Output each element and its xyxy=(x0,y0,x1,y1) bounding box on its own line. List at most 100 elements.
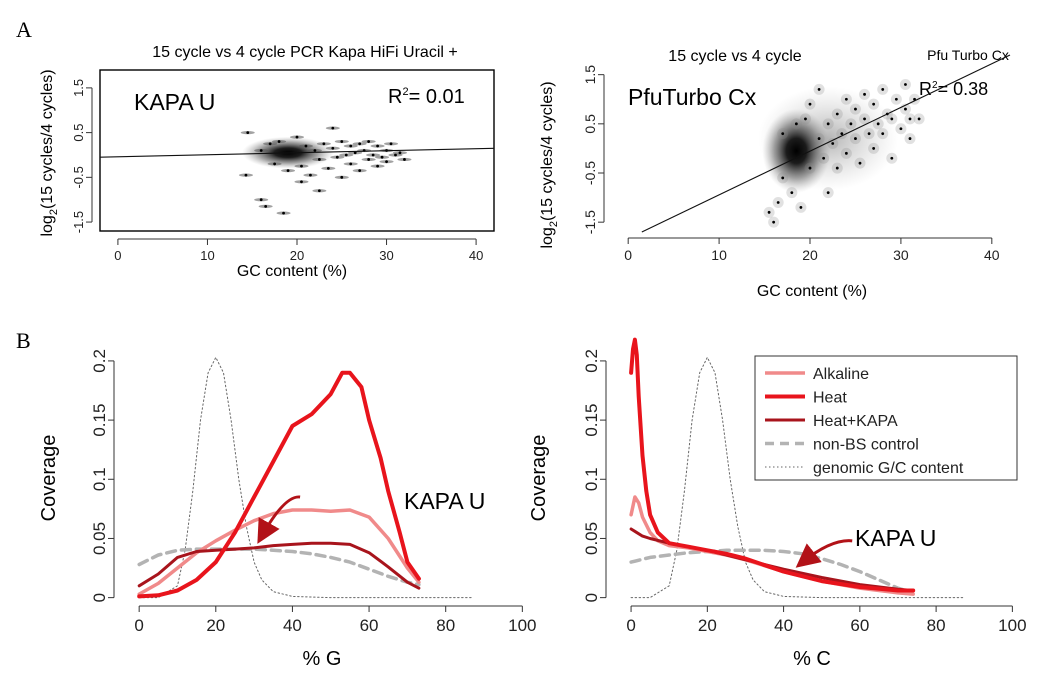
series-line-genomic xyxy=(138,356,473,599)
y-tick-label: 0.05 xyxy=(582,522,601,555)
data-point xyxy=(790,191,794,195)
data-point xyxy=(908,117,912,121)
data-point xyxy=(804,117,807,121)
density-cloud xyxy=(762,108,831,193)
data-point xyxy=(389,142,393,146)
data-point xyxy=(890,117,894,121)
data-point xyxy=(349,162,353,166)
coverage-g-plot: KAPA U % G Coverage 0 20 40 60 80 100 0 0.05 0.1… xyxy=(38,349,537,670)
r-squared-label: R2= 0.01 xyxy=(388,86,465,108)
data-point xyxy=(904,83,907,86)
data-point xyxy=(244,173,248,177)
x-tick-label: 40 xyxy=(774,616,793,635)
x-tick-label: 100 xyxy=(998,616,1026,635)
data-point xyxy=(794,122,798,126)
series-line-heatkapa xyxy=(137,541,421,590)
x-tick-label: 0 xyxy=(114,248,121,263)
data-point xyxy=(349,144,353,148)
x-tick-label: 0 xyxy=(134,616,143,635)
data-point xyxy=(367,158,371,161)
plot-annotation: KAPA U xyxy=(404,488,485,514)
data-point xyxy=(876,122,880,126)
data-point xyxy=(899,127,903,131)
data-point xyxy=(340,175,344,179)
data-point xyxy=(867,132,871,136)
data-point xyxy=(304,144,308,148)
series-line-genomic xyxy=(630,356,964,599)
x-axis-label: % C xyxy=(793,648,831,670)
data-point xyxy=(259,149,263,152)
data-point xyxy=(264,205,268,208)
data-point xyxy=(835,112,839,116)
regression-line xyxy=(641,54,1011,233)
data-point xyxy=(863,117,866,121)
legend-label: genomic G/C content xyxy=(813,460,964,477)
y-tick-label: 0.2 xyxy=(582,349,601,373)
y-tick-label: -1.5 xyxy=(71,211,86,233)
data-point xyxy=(835,166,839,170)
plot-annotation: KAPA U xyxy=(855,525,936,551)
scatter-kapa-u: 15 cycle vs 4 cycle PCR Kapa HiFi Uracil… xyxy=(39,44,495,280)
data-point xyxy=(309,173,312,177)
data-point xyxy=(872,147,876,150)
data-point xyxy=(863,92,866,96)
data-point xyxy=(772,220,776,224)
data-point xyxy=(858,161,862,165)
panel-label-b: B xyxy=(16,328,31,353)
legend-label: Heat+KAPA xyxy=(813,413,898,430)
x-tick-label: 20 xyxy=(698,616,717,635)
data-point xyxy=(273,162,277,166)
data-point xyxy=(808,166,812,170)
y-tick-label: 0 xyxy=(582,593,601,602)
y-axis-label: Coverage xyxy=(38,435,60,522)
x-tick-label: 10 xyxy=(200,248,214,263)
data-point xyxy=(246,131,250,135)
series-line-heat xyxy=(137,370,421,599)
data-point xyxy=(376,144,379,148)
data-point xyxy=(904,107,907,111)
plot-frame xyxy=(99,69,495,232)
series-line-nonbs xyxy=(137,547,421,587)
data-point xyxy=(300,180,303,184)
scatter-pfuturbo-cx: 15 cycle vs 4 cycle Pfu Turbo Cx PfuTurb… xyxy=(539,47,1011,300)
legend-label: Heat xyxy=(813,390,847,407)
data-point xyxy=(890,156,894,160)
data-point xyxy=(881,132,885,136)
x-tick-label: 20 xyxy=(290,248,304,263)
x-tick-label: 60 xyxy=(850,616,869,635)
data-point xyxy=(385,160,388,164)
x-tick-label: 40 xyxy=(469,248,483,263)
y-tick-label: 0.5 xyxy=(582,114,598,134)
y-axis-label: log2(15 cycles/4 cycles) xyxy=(539,81,560,248)
data-point xyxy=(335,155,339,159)
data-point xyxy=(295,135,299,139)
data-point xyxy=(313,149,317,152)
y-tick-label: 0.15 xyxy=(90,404,109,437)
data-point xyxy=(817,88,821,91)
x-axis-label: GC content (%) xyxy=(237,263,347,280)
data-point xyxy=(881,88,885,91)
data-point xyxy=(268,142,272,146)
x-tick-label: 30 xyxy=(893,247,909,263)
x-axis-label: % G xyxy=(303,648,342,670)
data-point xyxy=(331,146,335,150)
chart-title-right: Pfu Turbo Cx xyxy=(927,47,1009,63)
data-point xyxy=(917,117,921,121)
data-point xyxy=(300,164,303,168)
data-point xyxy=(872,102,876,106)
annotation-arrow xyxy=(257,495,301,544)
data-point xyxy=(371,153,375,157)
data-point xyxy=(854,137,857,140)
y-tick-label: -0.5 xyxy=(582,161,598,185)
data-point xyxy=(394,153,397,157)
data-point xyxy=(908,137,912,140)
y-tick-label: 0 xyxy=(90,593,109,602)
data-point xyxy=(822,156,826,160)
plot-annotation: PfuTurbo Cx xyxy=(628,84,757,110)
data-point xyxy=(831,142,835,145)
data-point xyxy=(826,122,830,126)
annotation-arrow xyxy=(795,539,853,568)
y-tick-label: 1.5 xyxy=(582,65,598,85)
x-tick-label: 30 xyxy=(379,248,393,263)
